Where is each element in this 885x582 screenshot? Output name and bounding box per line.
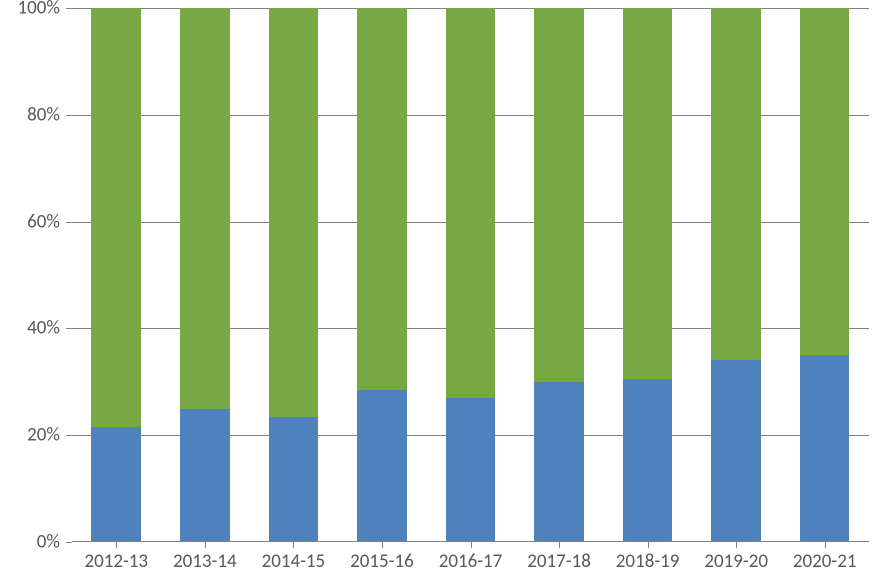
y-tick-mark bbox=[66, 542, 72, 543]
bar-segment-bottom bbox=[91, 427, 141, 542]
bar-segment-bottom bbox=[269, 417, 319, 542]
bar-slot bbox=[161, 8, 250, 542]
y-tick-mark bbox=[66, 222, 72, 223]
x-tick-mark bbox=[116, 542, 117, 548]
bar bbox=[623, 8, 673, 542]
x-tick-mark bbox=[382, 542, 383, 548]
y-tick-mark bbox=[66, 328, 72, 329]
bar bbox=[180, 8, 230, 542]
bars-layer bbox=[72, 8, 869, 542]
x-tick-label: 2016-17 bbox=[439, 550, 503, 573]
bar-segment-top bbox=[357, 8, 407, 390]
x-tick-label: 2012-13 bbox=[84, 550, 148, 573]
bar-segment-bottom bbox=[446, 398, 496, 542]
bar bbox=[269, 8, 319, 542]
bar-segment-bottom bbox=[180, 409, 230, 543]
bar-segment-top bbox=[711, 8, 761, 360]
bar-slot bbox=[692, 8, 781, 542]
bar bbox=[534, 8, 584, 542]
x-tick-mark bbox=[293, 542, 294, 548]
x-tick-mark bbox=[648, 542, 649, 548]
bar-slot bbox=[426, 8, 515, 542]
bar bbox=[91, 8, 141, 542]
y-tick-mark bbox=[66, 435, 72, 436]
bar-segment-bottom bbox=[623, 379, 673, 542]
x-tick-mark bbox=[736, 542, 737, 548]
bar bbox=[357, 8, 407, 542]
bar-slot bbox=[515, 8, 604, 542]
bar bbox=[800, 8, 850, 542]
bar-segment-bottom bbox=[534, 382, 584, 542]
y-tick-label: 40% bbox=[0, 317, 60, 340]
bar-segment-top bbox=[800, 8, 850, 355]
bar-segment-bottom bbox=[711, 360, 761, 542]
y-tick-label: 80% bbox=[0, 103, 60, 126]
x-tick-label: 2015-16 bbox=[350, 550, 414, 573]
bar-slot bbox=[338, 8, 427, 542]
x-tick-label: 2017-18 bbox=[527, 550, 591, 573]
y-tick-label: 20% bbox=[0, 424, 60, 447]
bar-segment-bottom bbox=[800, 355, 850, 542]
bar-slot bbox=[249, 8, 338, 542]
bar-segment-top bbox=[269, 8, 319, 417]
y-tick-label: 0% bbox=[0, 531, 60, 554]
x-tick-mark bbox=[825, 542, 826, 548]
x-tick-label: 2013-14 bbox=[173, 550, 237, 573]
x-tick-mark bbox=[471, 542, 472, 548]
x-tick-label: 2014-15 bbox=[262, 550, 326, 573]
x-tick-mark bbox=[559, 542, 560, 548]
bar bbox=[711, 8, 761, 542]
y-tick-mark bbox=[66, 115, 72, 116]
bar-segment-bottom bbox=[357, 390, 407, 542]
bar-slot bbox=[72, 8, 161, 542]
bar bbox=[446, 8, 496, 542]
plot-area bbox=[72, 8, 869, 542]
bar-segment-top bbox=[180, 8, 230, 409]
x-tick-mark bbox=[205, 542, 206, 548]
bar-segment-top bbox=[446, 8, 496, 398]
x-tick-label: 2020-21 bbox=[793, 550, 857, 573]
y-tick-label: 100% bbox=[0, 0, 60, 20]
bar-slot bbox=[603, 8, 692, 542]
bar-segment-top bbox=[623, 8, 673, 379]
y-tick-label: 60% bbox=[0, 210, 60, 233]
bar-segment-top bbox=[534, 8, 584, 382]
x-tick-label: 2019-20 bbox=[704, 550, 768, 573]
y-tick-mark bbox=[66, 8, 72, 9]
bar-slot bbox=[780, 8, 869, 542]
bar-segment-top bbox=[91, 8, 141, 427]
x-tick-label: 2018-19 bbox=[616, 550, 680, 573]
stacked-bar-chart: 0% 20% 40% 60% 80% 100% 2012-13 2013-14 2014-15… bbox=[0, 0, 885, 582]
